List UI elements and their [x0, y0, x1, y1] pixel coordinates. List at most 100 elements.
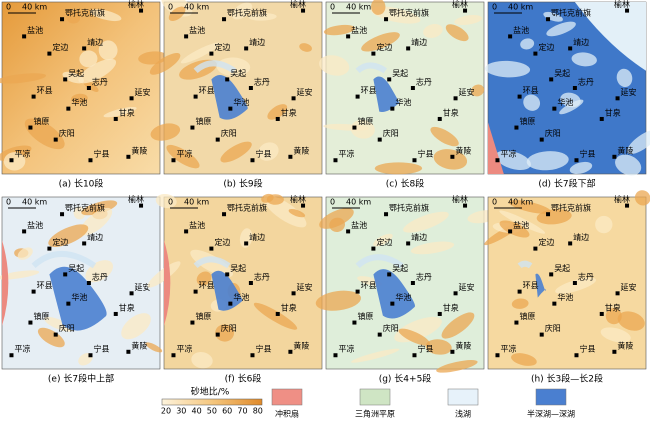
place-label: 镇原 [33, 311, 49, 321]
place-label: 黄陵 [293, 145, 309, 155]
place-label: 镇原 [357, 116, 373, 126]
city-marker [387, 77, 392, 82]
city-marker [384, 212, 389, 217]
place-label: 吴起 [392, 69, 408, 78]
sand-body [371, 0, 386, 15]
place-label: 吴起 [68, 264, 84, 273]
place-label: 盐池 [189, 25, 205, 35]
lake-area [211, 74, 248, 120]
shallow-lake [193, 60, 236, 74]
sand-body [103, 106, 137, 118]
sand-body [267, 104, 288, 120]
sand-body [288, 209, 306, 218]
sand-body [0, 73, 47, 84]
sand-body [627, 130, 650, 155]
sand-body [471, 84, 485, 97]
legend-tick: 80 [253, 407, 263, 416]
city-marker [625, 8, 630, 13]
place-label: 吴起 [554, 69, 570, 78]
city-marker [193, 94, 198, 99]
sand-body [425, 339, 452, 355]
city-marker [291, 291, 296, 296]
place-label: 华池 [395, 97, 411, 107]
city-marker [225, 272, 230, 277]
facies-label: 冲积扇 [275, 409, 299, 419]
city-marker [184, 229, 189, 234]
city-marker [250, 158, 255, 163]
city-marker [228, 301, 233, 306]
place-label: 靖边 [411, 37, 427, 47]
city-marker [549, 272, 554, 277]
panel-caption: (b) 长9段 [223, 178, 262, 190]
sand-body [323, 123, 370, 131]
place-label: 甘泉 [443, 302, 459, 312]
sand-body [71, 93, 88, 104]
place-label: 镇原 [519, 311, 535, 321]
place-label: 甘泉 [443, 107, 459, 117]
sand-body [430, 126, 459, 147]
sand-body [98, 40, 118, 61]
city-marker [31, 289, 36, 294]
panel-caption: (d) 长7段下部 [538, 178, 595, 190]
city-marker [508, 34, 513, 39]
place-label: 榆林 [614, 194, 630, 204]
city-marker [28, 320, 33, 325]
legend: 砂地比/% 20 30 40 50 60 70 80 冲积扇 三角洲平原 浅湖 半深湖—深湖 [161, 386, 575, 419]
city-marker [88, 158, 93, 163]
city-marker [66, 301, 71, 306]
place-label: 黄陵 [617, 145, 633, 155]
place-label: 甘泉 [119, 107, 135, 117]
city-marker [508, 229, 513, 234]
city-marker [88, 353, 93, 358]
city-marker [184, 34, 189, 39]
legend-tick: 70 [237, 407, 247, 416]
place-label: 甘泉 [281, 302, 297, 312]
city-marker [406, 241, 411, 246]
sand-body [373, 233, 393, 247]
facies-label: 三角洲平原 [355, 409, 395, 419]
place-label: 平凉 [500, 344, 516, 354]
city-marker [463, 8, 468, 13]
city-marker [222, 17, 227, 22]
panel-caption: (h) 长3段—长2段 [531, 373, 603, 385]
sand-body [616, 68, 633, 88]
sand-body [166, 144, 200, 169]
sand-body [90, 9, 122, 22]
city-marker [47, 246, 52, 251]
city-marker [346, 229, 351, 234]
city-marker [450, 154, 455, 159]
city-marker [346, 34, 351, 39]
city-marker [86, 86, 91, 90]
sand-body [231, 2, 253, 20]
city-marker [574, 353, 579, 358]
facies-label: 半深湖—深湖 [527, 409, 575, 419]
place-label: 榆林 [128, 0, 144, 9]
facies-label: 浅湖 [455, 409, 471, 419]
sand-body [634, 190, 650, 206]
city-marker [517, 289, 522, 294]
sand-body [266, 194, 284, 205]
city-marker [215, 137, 220, 142]
place-label: 镇原 [519, 116, 535, 126]
shallow-lake [355, 62, 387, 74]
place-label: 环县 [199, 281, 215, 290]
sand-body [436, 360, 478, 373]
city-marker [625, 203, 630, 208]
legend-tick: 40 [192, 407, 202, 416]
city-marker [215, 332, 220, 337]
place-label: 宁县 [255, 344, 271, 354]
panel-caption: (e) 长7段中上部 [48, 373, 114, 385]
sand-body [180, 42, 220, 64]
facies-swatch [359, 388, 391, 406]
city-marker [463, 203, 468, 208]
city-marker [352, 320, 357, 325]
city-marker [453, 96, 458, 101]
city-marker [387, 272, 392, 277]
place-label: 定边 [52, 42, 68, 52]
city-marker [514, 320, 519, 325]
city-marker [139, 203, 144, 208]
place-label: 盐池 [27, 25, 43, 35]
lake-area [211, 270, 243, 311]
place-label: 庆阳 [59, 323, 75, 333]
place-label: 环县 [523, 86, 539, 95]
